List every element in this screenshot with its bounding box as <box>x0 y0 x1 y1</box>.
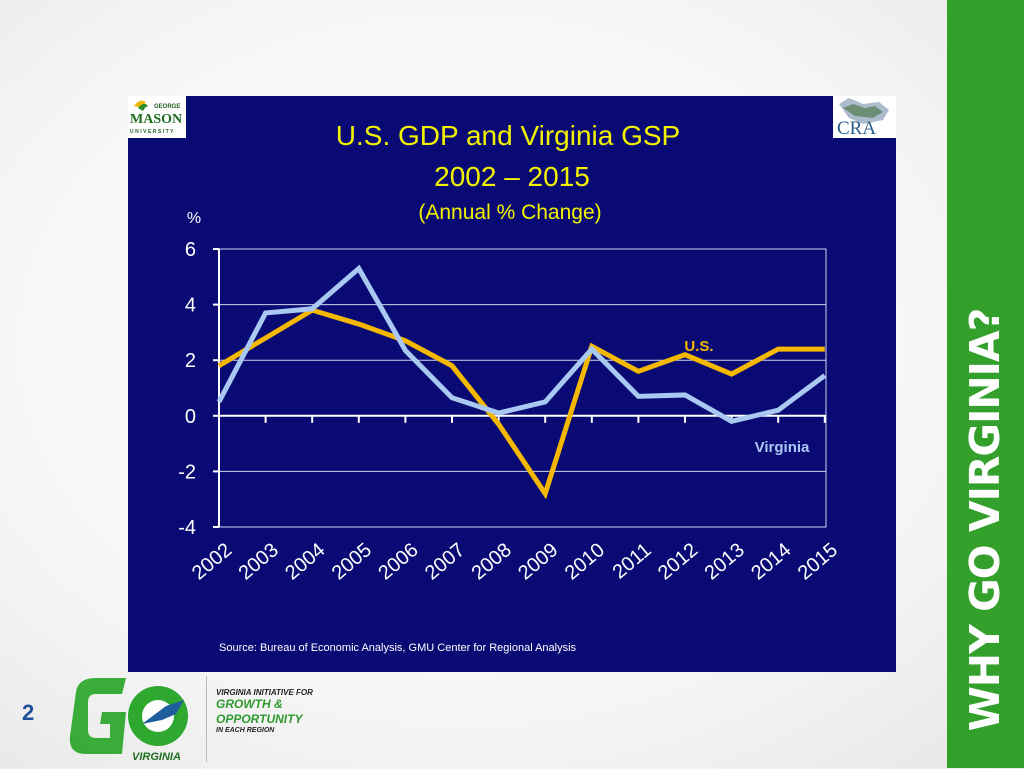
y-tick-label-4: 4 <box>185 295 196 317</box>
chart-subtitle: 2002 – 2015 <box>434 161 590 192</box>
side-banner <box>947 0 1024 768</box>
x-tick-label-2015: 2015 <box>794 539 842 584</box>
gmu-logo: GEORGE MASON UNIVERSITY <box>128 96 186 138</box>
chart-title: U.S. GDP and Virginia GSP <box>336 120 680 151</box>
series-label-virginia: Virginia <box>755 439 810 456</box>
y-tick-label-0: 0 <box>185 406 196 428</box>
x-tick-label-2003: 2003 <box>235 539 283 584</box>
x-tick-label-2010: 2010 <box>561 539 609 584</box>
x-tick-label-2008: 2008 <box>468 539 516 584</box>
x-tick-label-2004: 2004 <box>281 539 329 584</box>
x-tick-label-2011: 2011 <box>609 539 656 584</box>
y-axis-label: % <box>187 210 201 227</box>
gmu-logo-university: UNIVERSITY <box>130 129 175 135</box>
cra-logo: CRA <box>833 96 896 139</box>
go-logo-sub: VIRGINIA <box>132 751 181 763</box>
axes <box>213 248 826 528</box>
x-tick-label-2002: 2002 <box>188 539 236 584</box>
tagline-line2: OPPORTUNITY <box>216 712 303 726</box>
chart-source: Source: Bureau of Economic Analysis, GMU… <box>219 642 577 654</box>
x-tick-label-2007: 2007 <box>421 539 469 584</box>
plot-frame <box>218 248 827 528</box>
gmu-logo-mason: MASON <box>130 112 182 127</box>
tagline-bottom: IN EACH REGION <box>216 727 275 734</box>
x-tick-label-2006: 2006 <box>374 539 422 584</box>
x-tick-label-2013: 2013 <box>701 539 749 584</box>
go-virginia-logo: VIRGINIA <box>62 672 204 769</box>
tagline-divider <box>206 676 207 762</box>
chart-units: (Annual % Change) <box>418 201 601 224</box>
y-tick-label-6: 6 <box>185 239 196 261</box>
series <box>216 264 827 500</box>
gridlines <box>219 304 826 472</box>
series-line-us <box>217 307 825 500</box>
x-tick-label-2012: 2012 <box>654 539 702 584</box>
x-tick-label-2009: 2009 <box>514 539 562 584</box>
x-tick-label-2014: 2014 <box>747 539 795 584</box>
y-tick-label--4: -4 <box>178 517 196 539</box>
tagline: VIRGINIA INITIATIVE FOR GROWTH & OPPORTU… <box>216 688 313 734</box>
y-tick-label-2: 2 <box>185 350 196 372</box>
tagline-line1: GROWTH & <box>216 697 283 711</box>
cra-logo-text: CRA <box>837 118 876 138</box>
series-line-virginia <box>216 264 827 425</box>
series-label-us: U.S. <box>684 338 713 355</box>
y-tick-label--2: -2 <box>178 461 196 483</box>
gmu-logo-george: GEORGE <box>154 104 180 110</box>
tagline-top: VIRGINIA INITIATIVE FOR <box>216 688 313 697</box>
slide-number: 2 <box>22 700 35 725</box>
x-tick-label-2005: 2005 <box>328 539 376 584</box>
chart-panel <box>128 96 896 672</box>
